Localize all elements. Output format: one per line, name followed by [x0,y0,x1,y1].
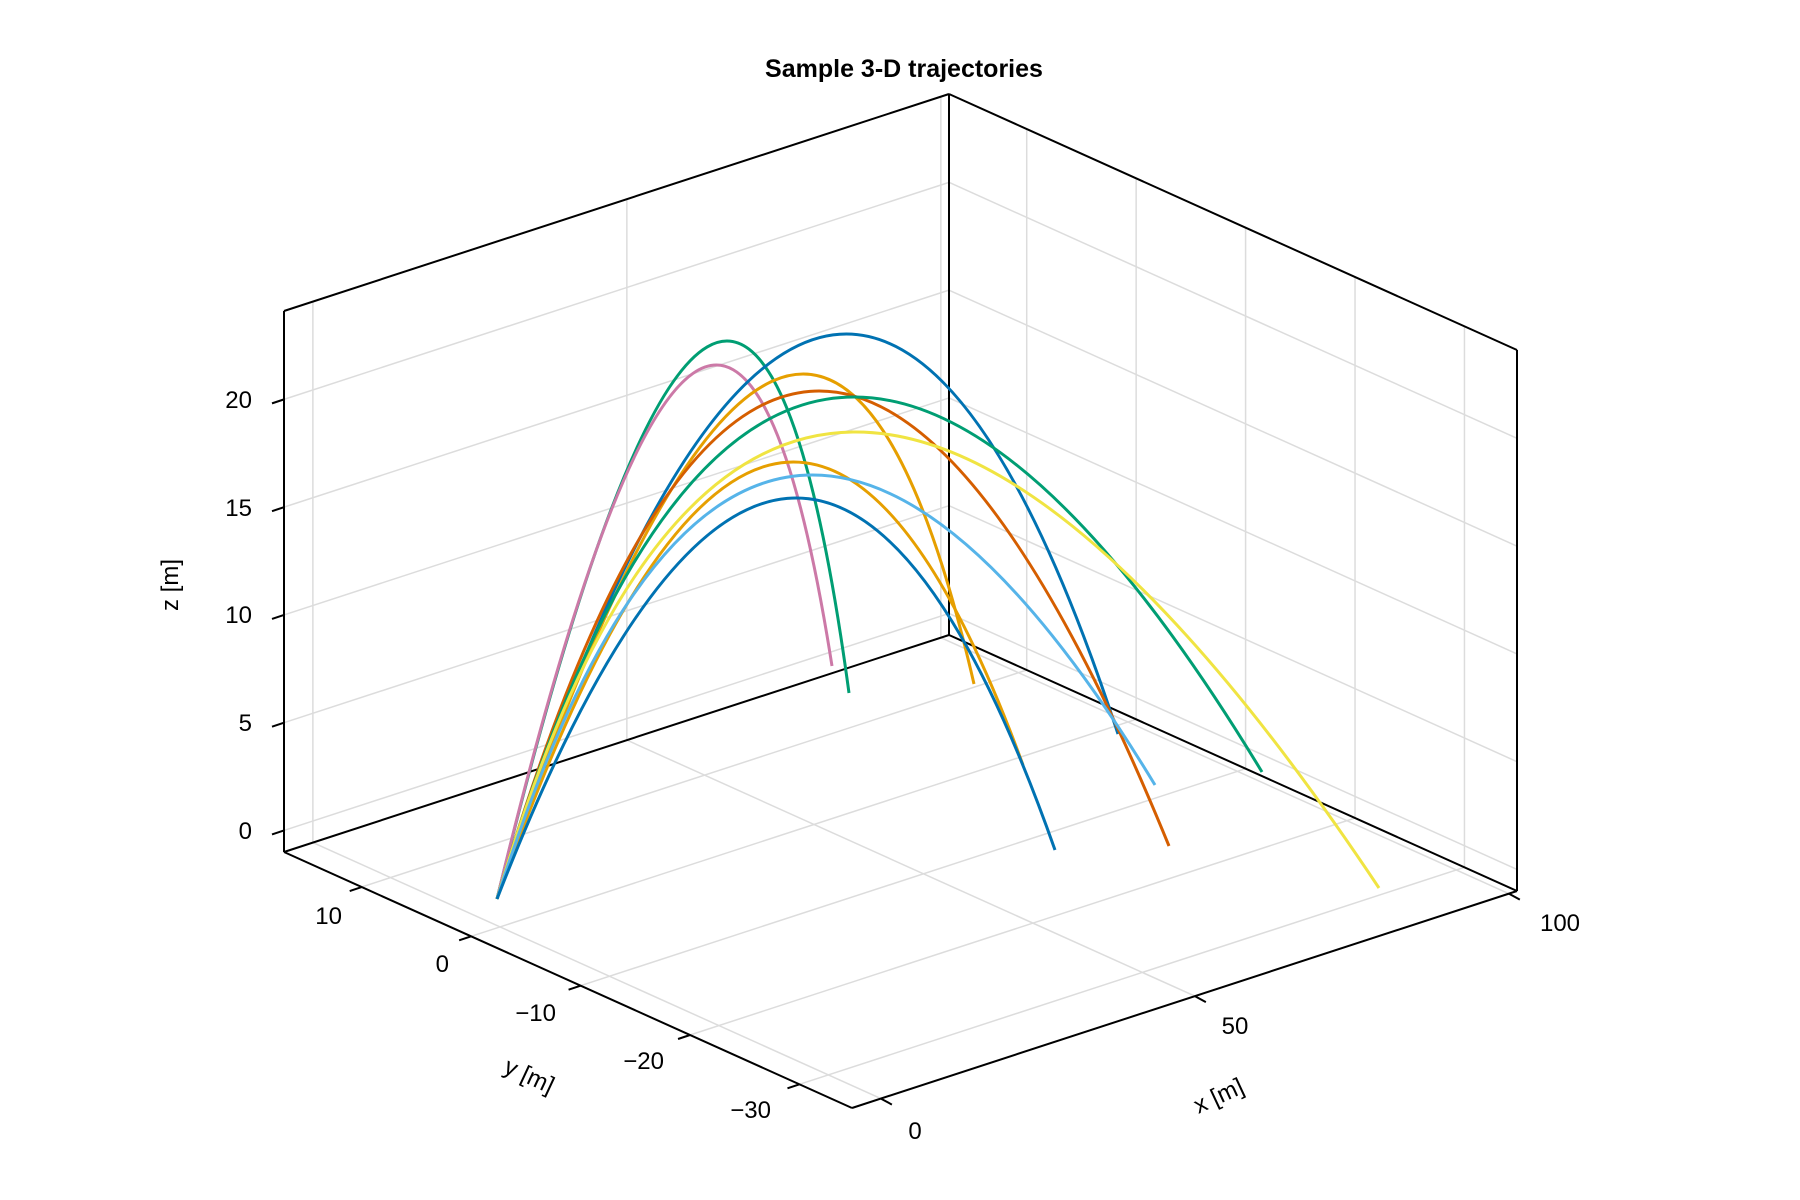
frame-edge [283,634,950,853]
gridline-x [312,841,882,1100]
x-tick-label: 0 [908,1118,921,1145]
x-tick-mark [1508,892,1521,901]
chart-title: Sample 3-D trajectories [765,55,1043,83]
z-tick-mark [271,398,285,405]
y-tick-labels: 10 0 −10 −20 −30 [315,903,771,1124]
z-tick-mark [271,829,285,836]
gridline-z [948,612,1518,871]
x-tick-mark [880,1097,893,1106]
trajectory-line-10 [495,496,1057,900]
trajectory-line-9 [495,473,1157,900]
trajectory-line-8 [495,460,1025,900]
gridline-x [940,636,1510,895]
gridline-y [580,767,1246,987]
frame-edge [283,93,950,312]
gridline-z [283,289,950,508]
trajectory-lines [495,332,1381,900]
y-tick-mark [787,1083,800,1090]
gridline-y [799,866,1465,1086]
y-tick-mark [568,984,581,991]
y-tick-label: −10 [515,1000,556,1027]
x-tick-label: 100 [1540,910,1580,937]
z-tick-label: 20 [225,387,252,414]
y-tick-mark [677,1034,691,1040]
gridline-z [283,181,950,401]
frame-edge [948,93,1518,351]
x-tick-label: 50 [1222,1013,1249,1040]
gridline-x [626,739,1196,997]
y-tick-label: −20 [623,1048,664,1075]
gridline-y [470,718,1137,938]
frame-edge [948,634,1518,892]
axis-ticks [271,398,1521,1106]
gridline-z [283,504,950,724]
y-tick-label: 0 [436,951,449,978]
gridline-y [361,669,1027,888]
y-tick-label: 10 [315,903,342,930]
axis-frame [283,93,1518,1109]
y-tick-label: −30 [730,1097,771,1124]
y-tick-mark [458,935,472,942]
trajectory-line-7 [495,430,1381,900]
gridline-z [948,289,1518,547]
z-tick-label: 0 [239,818,252,845]
z-tick-label: 5 [239,710,252,737]
gridline-z [283,612,950,832]
trajectory-line-2 [495,363,834,900]
y-tick-mark [349,886,363,892]
z-tick-label: 15 [225,495,252,522]
z-tick-mark [271,506,285,513]
z-axis-label: z [m] [157,559,184,611]
z-tick-mark [271,613,285,620]
trajectory-line-5 [495,389,1171,900]
x-tick-labels: 0 50 100 [908,910,1580,1145]
gridline-z [948,181,1518,440]
gridline-z [948,504,1518,763]
frame-edge [851,890,1518,1109]
grid-lines [283,96,1518,1100]
x-tick-mark [1194,995,1207,1003]
z-tick-mark [271,721,285,728]
frame-edge [283,851,853,1109]
gridline-z [948,397,1518,655]
z-tick-label: 10 [225,602,252,629]
gridline-y [689,817,1356,1036]
z-tick-labels: 0 5 10 15 20 [225,387,252,845]
